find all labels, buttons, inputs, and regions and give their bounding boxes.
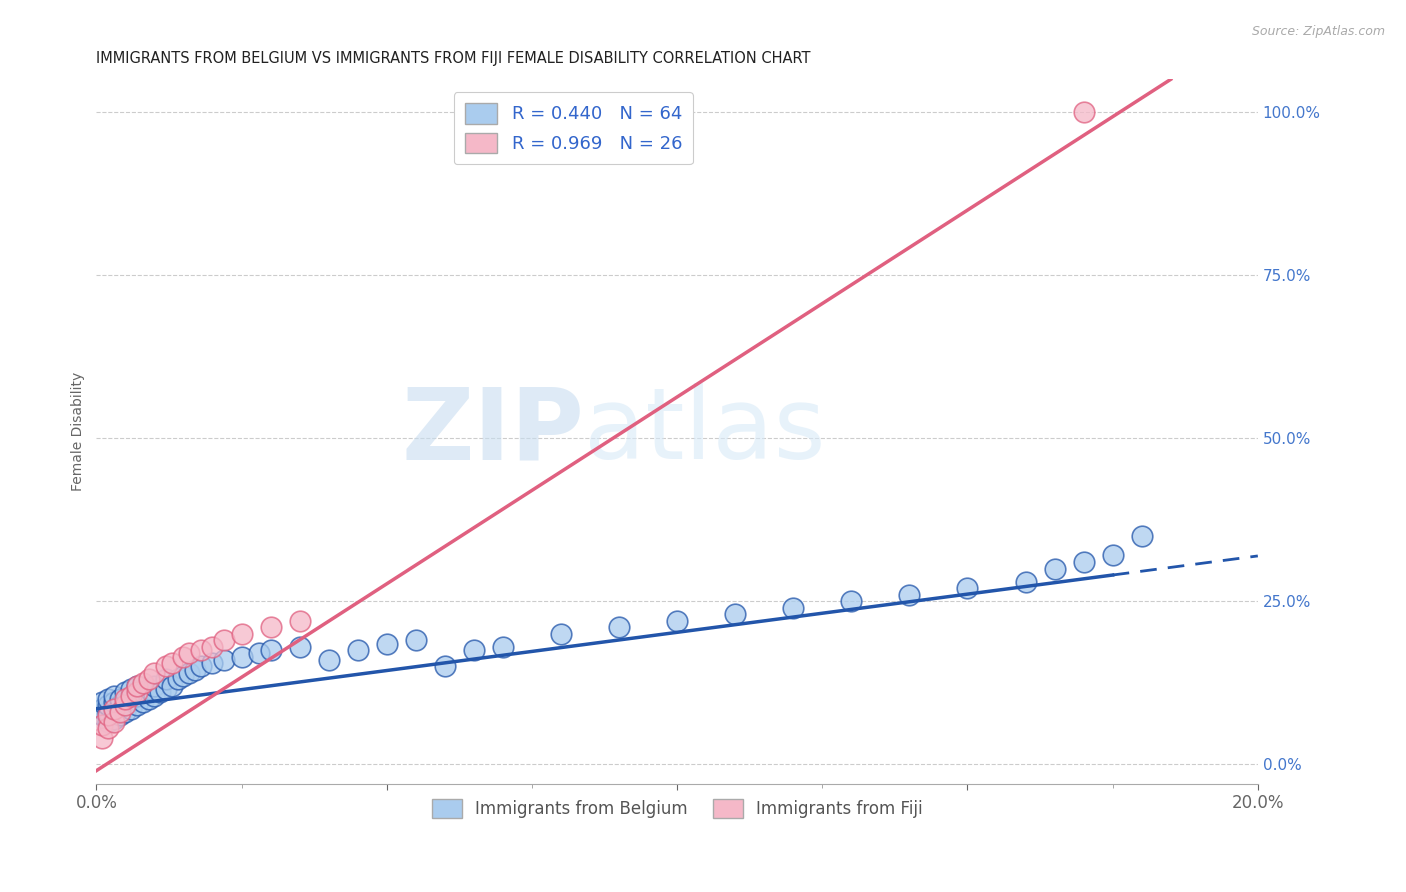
- Point: [138, 682, 160, 697]
- Point: [91, 695, 114, 709]
- Point: [120, 702, 142, 716]
- Point: [103, 712, 125, 726]
- Point: [1073, 105, 1095, 120]
- Point: [231, 626, 253, 640]
- Point: [155, 682, 177, 697]
- Point: [97, 692, 120, 706]
- Point: [143, 689, 166, 703]
- Point: [97, 698, 120, 713]
- Point: [231, 649, 253, 664]
- Point: [160, 656, 183, 670]
- Point: [132, 695, 155, 709]
- Point: [149, 685, 172, 699]
- Point: [375, 636, 398, 650]
- Point: [103, 702, 125, 716]
- Point: [318, 653, 340, 667]
- Point: [1101, 549, 1123, 563]
- Point: [179, 665, 201, 680]
- Point: [190, 643, 212, 657]
- Point: [114, 695, 136, 709]
- Point: [114, 705, 136, 719]
- Point: [247, 646, 270, 660]
- Point: [1014, 574, 1036, 589]
- Point: [125, 679, 148, 693]
- Point: [114, 685, 136, 699]
- Point: [259, 620, 281, 634]
- Point: [120, 692, 142, 706]
- Point: [155, 659, 177, 673]
- Text: IMMIGRANTS FROM BELGIUM VS IMMIGRANTS FROM FIJI FEMALE DISABILITY CORRELATION CH: IMMIGRANTS FROM BELGIUM VS IMMIGRANTS FR…: [97, 51, 811, 66]
- Point: [1043, 561, 1066, 575]
- Point: [108, 705, 131, 719]
- Point: [172, 649, 194, 664]
- Point: [97, 705, 120, 719]
- Point: [125, 679, 148, 693]
- Point: [125, 698, 148, 713]
- Point: [97, 708, 120, 723]
- Point: [160, 679, 183, 693]
- Point: [1073, 555, 1095, 569]
- Point: [184, 663, 207, 677]
- Point: [179, 646, 201, 660]
- Point: [91, 702, 114, 716]
- Point: [91, 708, 114, 723]
- Point: [143, 679, 166, 693]
- Point: [839, 594, 862, 608]
- Point: [132, 685, 155, 699]
- Point: [108, 692, 131, 706]
- Point: [492, 640, 515, 654]
- Point: [97, 714, 120, 729]
- Point: [201, 640, 224, 654]
- Point: [120, 689, 142, 703]
- Point: [120, 682, 142, 697]
- Point: [125, 689, 148, 703]
- Point: [91, 731, 114, 745]
- Point: [103, 689, 125, 703]
- Point: [155, 673, 177, 687]
- Point: [138, 673, 160, 687]
- Point: [782, 600, 804, 615]
- Point: [898, 588, 921, 602]
- Point: [138, 692, 160, 706]
- Point: [288, 614, 311, 628]
- Point: [212, 653, 235, 667]
- Point: [125, 685, 148, 699]
- Point: [132, 675, 155, 690]
- Point: [172, 669, 194, 683]
- Text: ZIP: ZIP: [401, 383, 583, 480]
- Point: [103, 714, 125, 729]
- Point: [1130, 529, 1153, 543]
- Point: [97, 721, 120, 735]
- Text: Source: ZipAtlas.com: Source: ZipAtlas.com: [1251, 25, 1385, 38]
- Point: [433, 659, 456, 673]
- Point: [259, 643, 281, 657]
- Point: [91, 718, 114, 732]
- Point: [103, 695, 125, 709]
- Point: [114, 698, 136, 713]
- Point: [201, 656, 224, 670]
- Point: [666, 614, 689, 628]
- Point: [166, 673, 188, 687]
- Point: [212, 633, 235, 648]
- Point: [346, 643, 368, 657]
- Point: [956, 581, 979, 595]
- Point: [607, 620, 630, 634]
- Point: [108, 698, 131, 713]
- Point: [724, 607, 747, 622]
- Point: [103, 702, 125, 716]
- Point: [190, 659, 212, 673]
- Point: [143, 665, 166, 680]
- Point: [108, 708, 131, 723]
- Point: [550, 626, 572, 640]
- Point: [405, 633, 427, 648]
- Text: atlas: atlas: [583, 383, 825, 480]
- Legend: Immigrants from Belgium, Immigrants from Fiji: Immigrants from Belgium, Immigrants from…: [425, 792, 929, 825]
- Point: [463, 643, 485, 657]
- Point: [114, 692, 136, 706]
- Point: [288, 640, 311, 654]
- Y-axis label: Female Disability: Female Disability: [72, 372, 86, 491]
